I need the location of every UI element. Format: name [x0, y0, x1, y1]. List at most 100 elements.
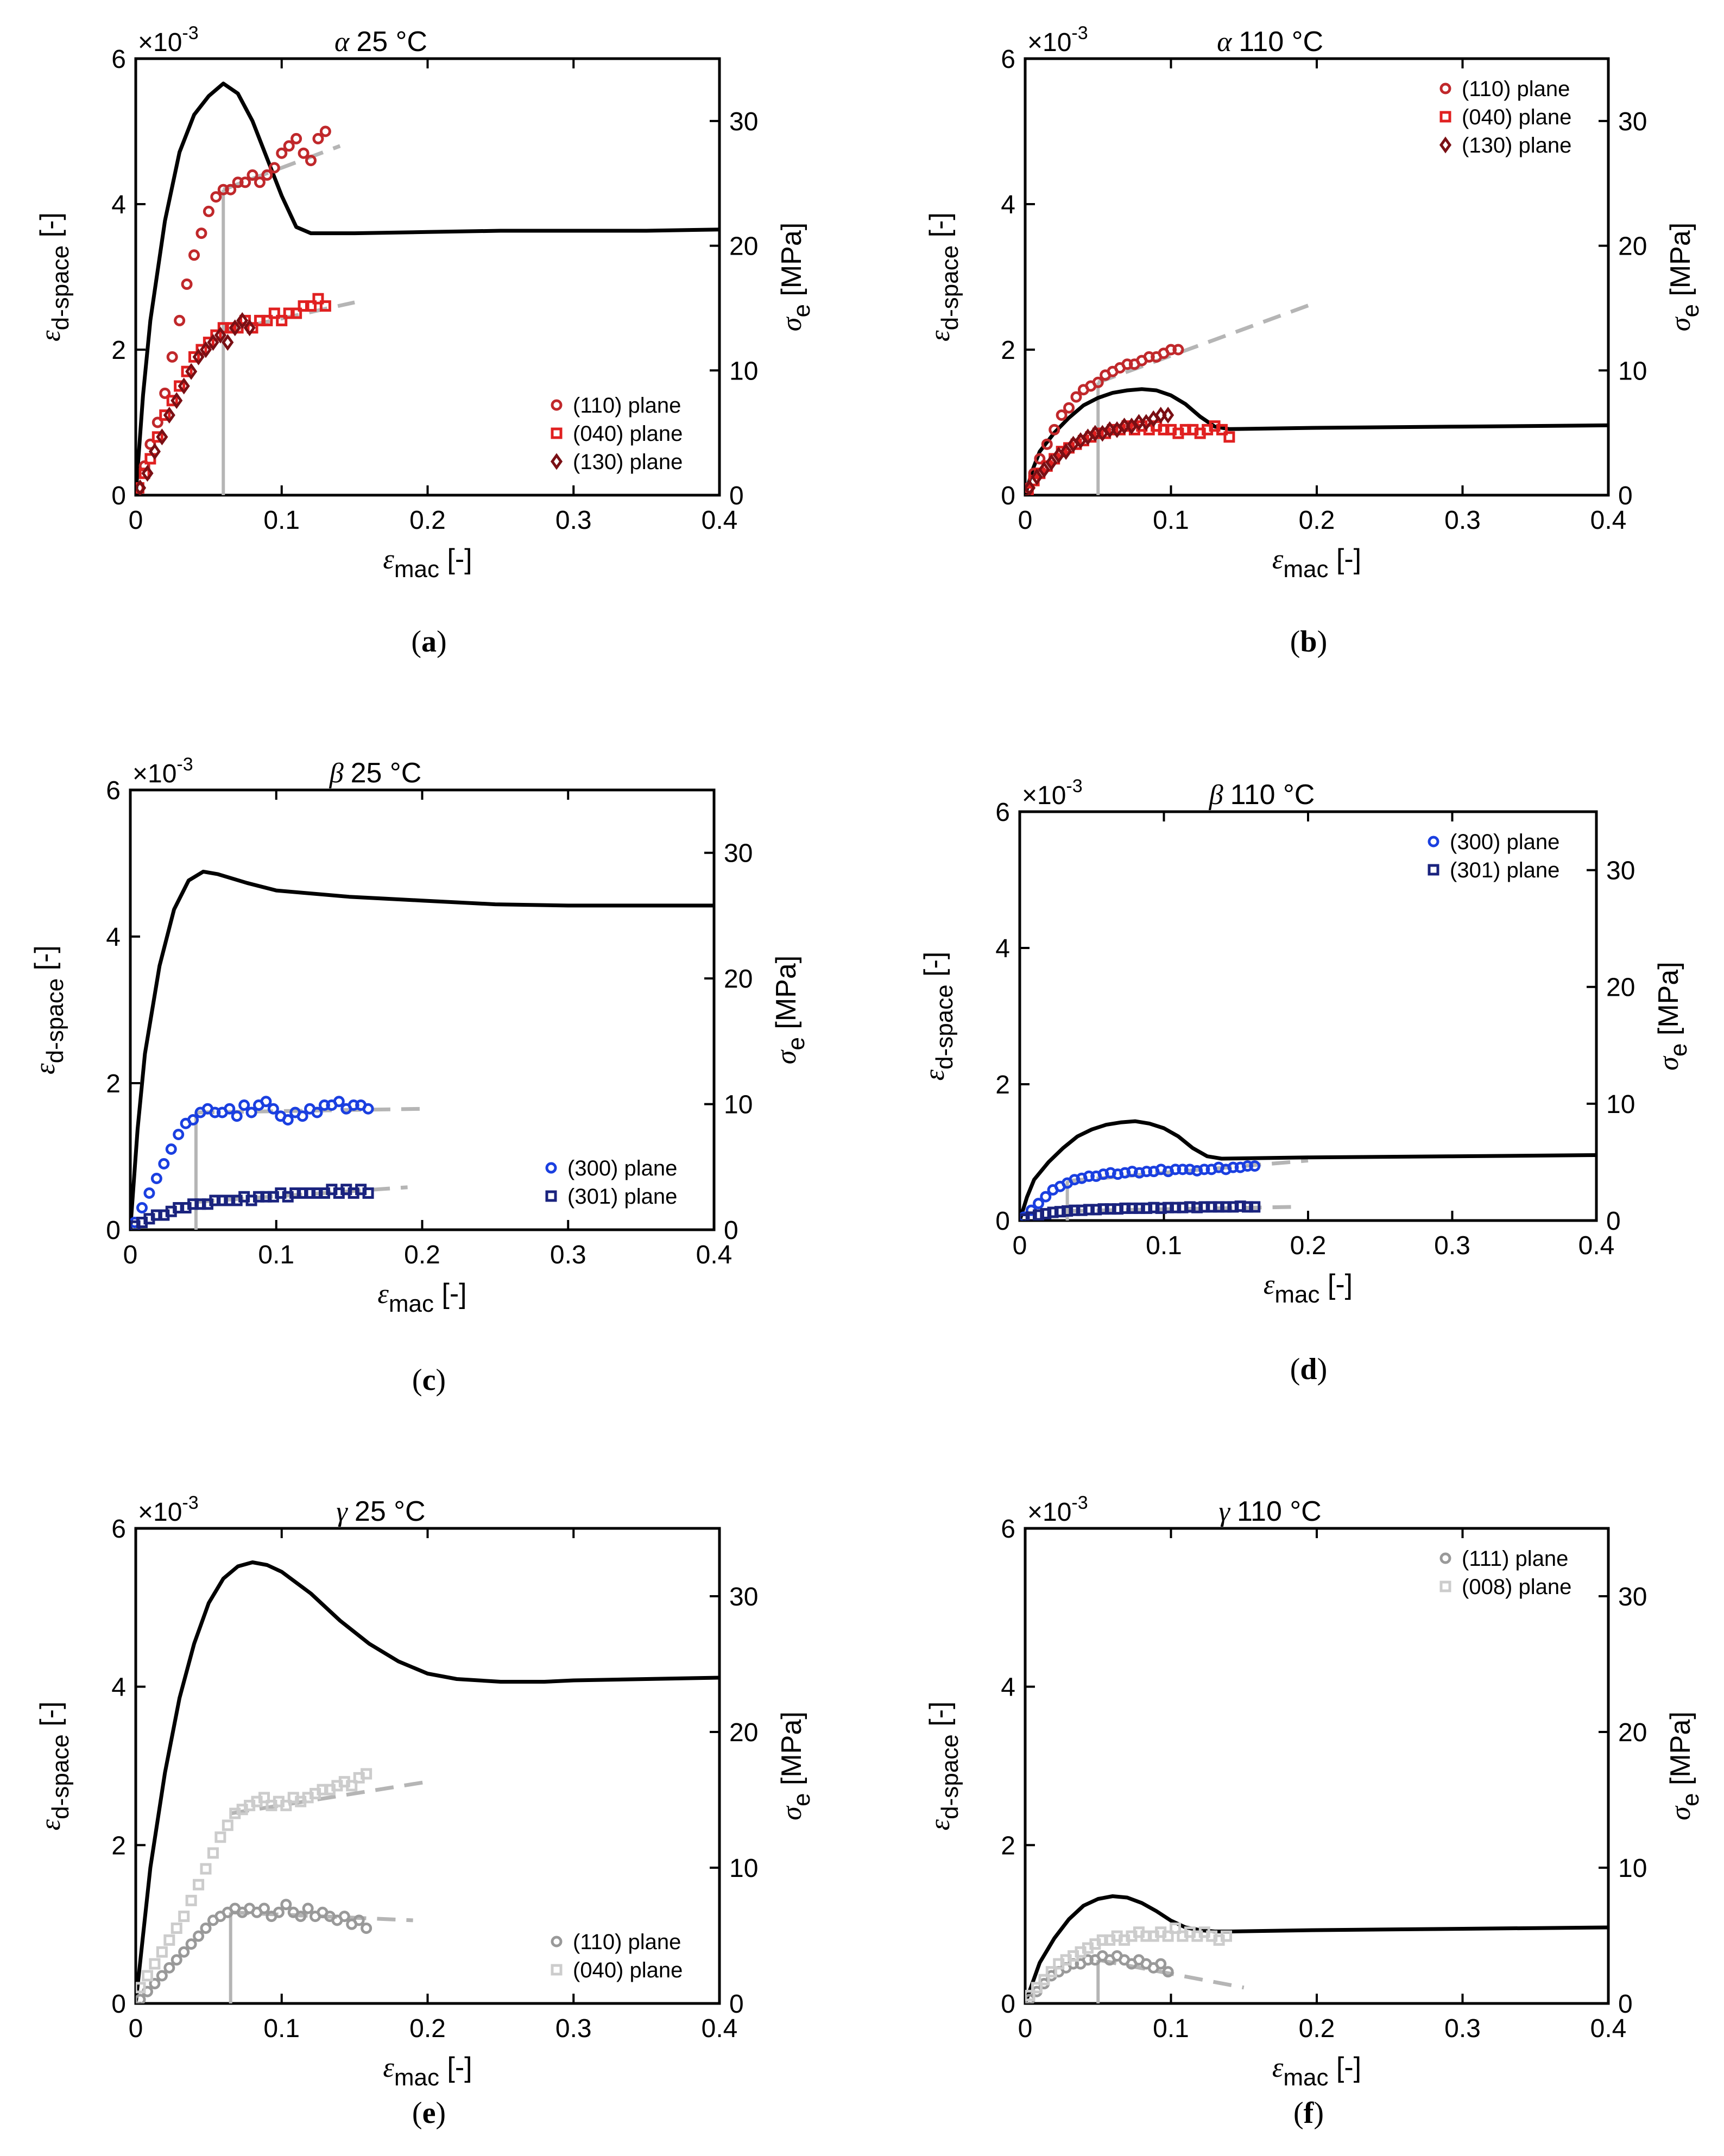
data-point-square [1040, 1207, 1052, 1219]
y-left-label-symbol: ε [30, 1063, 61, 1074]
panel-title-symbol: β [329, 758, 351, 789]
data-point-circle [247, 169, 258, 181]
data-point-circle [195, 227, 207, 239]
y-left-label-unit: [-] [924, 1702, 956, 1735]
data-point-square [1221, 1930, 1233, 1942]
x-tick-label: 0.2 [409, 2014, 446, 2043]
data-point-circle [261, 169, 273, 181]
x-axis-label-symbol: ε [383, 2052, 394, 2083]
y-left-multiplier-exponent: -3 [176, 754, 193, 775]
data-point-square [1140, 1930, 1152, 1942]
series-circle [1020, 1160, 1261, 1221]
data-point-square [280, 1799, 292, 1811]
data-point-square [194, 1198, 206, 1210]
legend-entry-label: (040) plane [573, 422, 683, 446]
data-point-square [163, 1934, 175, 1946]
data-point-circle [187, 1114, 199, 1126]
data-point-square [545, 1190, 557, 1202]
y-left-tick-label: 0 [1001, 482, 1015, 510]
data-point-circle [209, 1107, 221, 1118]
y-right-tick-label: 0 [729, 1990, 744, 2019]
y-left-label-symbol: ε [35, 330, 66, 342]
data-point-circle [163, 1962, 175, 1974]
data-point-circle [231, 1110, 243, 1122]
data-point-circle [136, 1202, 148, 1213]
data-point-square [1205, 1201, 1217, 1213]
x-tick-label: 0.3 [1444, 506, 1481, 535]
panel-title-condition: 25 °C [351, 757, 422, 789]
stress-curve [136, 1560, 719, 2003]
data-point-diamond [199, 341, 212, 358]
data-point-circle [1083, 1170, 1095, 1182]
data-point-circle [1177, 1164, 1189, 1175]
y-left-axis-label: εd-space [-] [29, 945, 68, 1074]
data-point-square [222, 1819, 233, 1831]
data-point-circle [1040, 1191, 1052, 1203]
data-point-square [1216, 423, 1228, 435]
y-left-tick-label: 2 [995, 1071, 1010, 1099]
fit-line [1097, 300, 1318, 384]
x-tick-label: 0.3 [555, 2014, 592, 2043]
y-right-tick-label: 30 [1606, 857, 1635, 886]
y-left-multiplier: ×10-3 [132, 754, 193, 788]
data-point-circle [238, 1099, 250, 1111]
data-point-diamond [243, 319, 256, 337]
data-point-circle [159, 387, 171, 399]
x-tick-label: 0 [1013, 1231, 1027, 1260]
y-left-tick-label: 6 [995, 798, 1010, 827]
y-left-tick-label: 6 [1001, 1515, 1015, 1544]
y-left-tick-label: 2 [106, 1070, 121, 1098]
y-right-label-unit: [MPa] [1665, 223, 1696, 304]
caption-paren-open: ( [411, 625, 421, 659]
data-point-square [136, 1982, 146, 1994]
data-point-circle [1056, 409, 1068, 421]
x-axis-label-symbol: ε [377, 1279, 389, 1310]
x-tick-label: 0.2 [1290, 1231, 1327, 1260]
panel-caption: (b) [1290, 625, 1327, 659]
data-point-circle [276, 147, 288, 159]
data-point-square [166, 395, 178, 407]
data-point-square [296, 1187, 308, 1199]
panel-title: α 25 °C [334, 26, 427, 58]
data-point-square [1092, 427, 1104, 439]
panel-title: β 25 °C [329, 757, 422, 789]
y-left-tick-label: 2 [111, 336, 126, 365]
data-point-circle [333, 1096, 345, 1108]
x-axis-label-symbol: ε [1272, 2052, 1284, 2083]
data-point-circle [1428, 836, 1439, 848]
plot-area [1025, 300, 1608, 495]
legend-entry-label: (300) plane [567, 1156, 677, 1180]
fit-line [230, 1780, 428, 1816]
data-point-square [138, 467, 150, 479]
x-axis-label: εmac [-] [383, 543, 472, 583]
y-right-label-symbol: σ [1665, 316, 1696, 331]
y-right-tick-label: 30 [1618, 1583, 1647, 1611]
data-point-square [276, 314, 288, 326]
y-right-label-subscript: e [783, 1037, 810, 1050]
panel-title: α 110 °C [1217, 26, 1323, 58]
data-point-square [156, 1946, 168, 1958]
y-right-tick-label: 30 [729, 108, 758, 136]
panel-title-symbol: α [1217, 27, 1239, 58]
x-tick-label: 0.1 [1153, 2014, 1189, 2043]
data-point-circle [296, 1110, 308, 1122]
caption-paren-open: ( [412, 2096, 422, 2130]
data-point-circle [1041, 438, 1053, 450]
y-left-multiplier-exponent: -3 [1071, 1493, 1088, 1513]
data-point-square [207, 1847, 219, 1859]
y-left-tick-label: 2 [111, 1831, 126, 1860]
data-point-diamond [148, 443, 161, 460]
data-point-square [1213, 1201, 1224, 1213]
data-point-square [173, 1202, 185, 1213]
y-right-tick-label: 20 [729, 1718, 758, 1747]
data-point-circle [1439, 1552, 1451, 1564]
data-point-square [346, 1780, 358, 1792]
data-point-circle [1172, 344, 1184, 356]
data-point-circle [295, 1911, 307, 1923]
data-point-diamond [214, 326, 226, 344]
x-tick-label: 0.2 [1299, 2014, 1335, 2043]
data-point-square [1223, 431, 1235, 443]
plot-area [1025, 1894, 1608, 2003]
